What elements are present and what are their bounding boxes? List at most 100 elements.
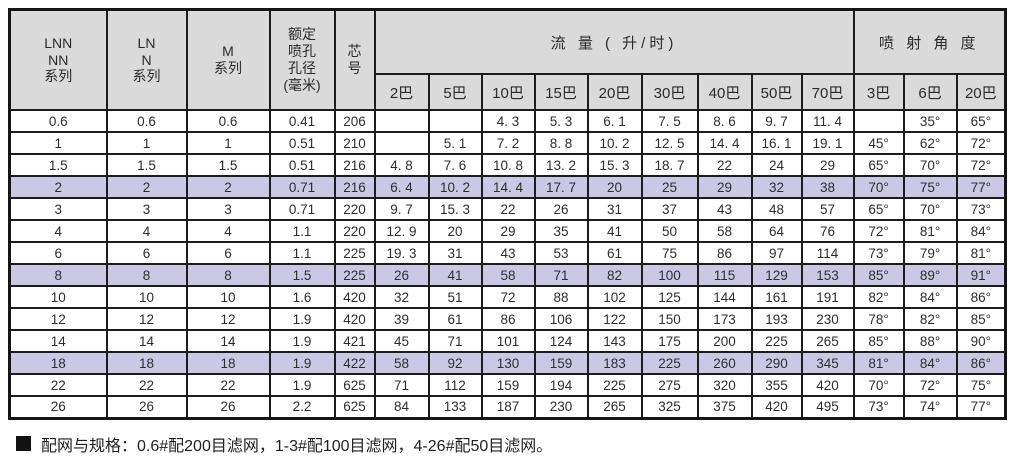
table-cell: 4. 8 [373, 153, 430, 177]
table-cell: 22 [185, 373, 271, 397]
table-cell: 31 [586, 197, 643, 221]
table-cell: 51 [427, 285, 483, 309]
table-cell: 41 [427, 263, 483, 287]
table-cell: 5. 3 [533, 109, 589, 133]
table-cell: 422 [333, 351, 376, 375]
table-row: 10 10 10 1.6 420 32 51 72 88 102 125 144 161 191 82° 84… [8, 285, 1007, 309]
header-flow-15bar: 15巴 [533, 73, 589, 111]
header-m-series: M 系列 [185, 8, 271, 111]
table-cell: 18 [8, 351, 108, 375]
header-flow-5bar: 5巴 [427, 73, 483, 111]
table-cell: 64 [750, 219, 803, 243]
table-cell: 129 [750, 263, 803, 287]
table-cell: 0.71 [268, 197, 336, 221]
table-cell: 84° [902, 351, 958, 375]
table-cell: 86° [955, 351, 1007, 375]
table-cell: 78° [852, 307, 905, 331]
table-cell: 12 [105, 307, 188, 331]
table-cell: 61 [427, 307, 483, 331]
table-cell: 1.5 [268, 263, 336, 287]
table-cell: 9. 7 [750, 109, 803, 133]
table-cell: 50 [640, 219, 699, 243]
table-cell: 31 [427, 241, 483, 265]
table-cell: 345 [800, 351, 855, 375]
table-cell: 70° [852, 175, 905, 199]
table-cell: 3 [185, 197, 271, 221]
table-cell: 12. 9 [373, 219, 430, 243]
table-cell: 193 [750, 307, 803, 331]
table-cell: 70° [902, 153, 958, 177]
table-cell: 82° [902, 307, 958, 331]
table-cell: 625 [333, 395, 376, 419]
table-cell: 39 [373, 307, 430, 331]
table-cell: 35 [533, 219, 589, 243]
table-cell: 18 [185, 351, 271, 375]
table-cell: 230 [800, 307, 855, 331]
table-cell: 130 [480, 351, 536, 375]
header-flow-2bar: 2巴 [373, 73, 430, 111]
table-cell: 70° [902, 197, 958, 221]
table-cell: 112 [427, 373, 483, 397]
table-cell: 8 [185, 263, 271, 287]
table-cell: 10 [185, 285, 271, 309]
table-cell: 0.41 [268, 109, 336, 133]
table-cell: 88° [902, 329, 958, 353]
table-cell: 12 [8, 307, 108, 331]
header-flow-20bar: 20巴 [586, 73, 643, 111]
table-cell: 19. 1 [800, 131, 855, 155]
header-flow-30bar: 30巴 [640, 73, 699, 111]
table-cell: 8 [8, 263, 108, 287]
table-cell: 143 [586, 329, 643, 353]
table-cell: 18 [105, 351, 188, 375]
table-cell: 1.5 [105, 153, 188, 177]
table-cell: 72° [852, 219, 905, 243]
table-cell: 1.9 [268, 307, 336, 331]
table-row: 1 1 1 0.51 210 5. 1 7. 2 8. 8 10. 2 12. 5 14. 4 16.… [8, 131, 1007, 155]
table-cell: 144 [696, 285, 753, 309]
table-cell: 26 [105, 395, 188, 419]
table-cell: 10 [105, 285, 188, 309]
table-header: LNN NN 系列 LN N 系列 M 系列 额定 喷孔 孔径 (毫米) 芯 号… [8, 8, 1007, 111]
table-cell: 73° [955, 197, 1007, 221]
table-cell: 4 [105, 219, 188, 243]
table-cell: 9. 7 [373, 197, 430, 221]
table-cell: 13. 2 [533, 153, 589, 177]
table-row: 12 12 12 1.9 420 39 61 86 106 122 150 173 193 230 78° 8… [8, 307, 1007, 331]
square-bullet-icon [16, 436, 31, 451]
table-row: 14 14 14 1.9 421 45 71 101 124 143 175 200 225 265 85°… [8, 329, 1007, 353]
header-lnn-series: LNN NN 系列 [8, 8, 108, 111]
table-cell: 16. 1 [750, 131, 803, 155]
table-cell: 32 [373, 285, 430, 309]
table-cell: 175 [640, 329, 699, 353]
table-cell: 26 [185, 395, 271, 419]
table-cell: 6 [105, 241, 188, 265]
table-cell: 24 [750, 153, 803, 177]
table-cell: 1.5 [8, 153, 108, 177]
table-cell: 75° [955, 373, 1007, 397]
table-cell: 92 [427, 351, 483, 375]
table-cell: 159 [480, 373, 536, 397]
table-cell: 325 [640, 395, 699, 419]
table-cell: 225 [640, 351, 699, 375]
table-cell: 220 [333, 197, 376, 221]
table-cell: 72° [955, 131, 1007, 155]
filter-spec-note-text: 配网与规格：0.6#配200目滤网，1-3#配100目滤网，4-26#配50目滤… [41, 437, 553, 455]
table-cell: 2 [8, 175, 108, 199]
table-cell: 10. 8 [480, 153, 536, 177]
table-cell: 90° [955, 329, 1007, 353]
table-cell: 38 [800, 175, 855, 199]
table-cell: 22 [8, 373, 108, 397]
table-cell: 8. 6 [696, 109, 753, 133]
table-cell: 11. 4 [800, 109, 855, 133]
table-cell: 225 [586, 373, 643, 397]
table-row: 18 18 18 1.9 422 58 92 130 159 183 225 260 290 345 81°… [8, 351, 1007, 375]
table-cell: 100 [640, 263, 699, 287]
table-cell: 75 [640, 241, 699, 265]
table-cell: 29 [800, 153, 855, 177]
table-cell: 79° [902, 241, 958, 265]
header-ln-series: LN N 系列 [105, 8, 188, 111]
table-cell: 14 [185, 329, 271, 353]
table-cell: 82 [586, 263, 643, 287]
table-cell: 22 [480, 197, 536, 221]
